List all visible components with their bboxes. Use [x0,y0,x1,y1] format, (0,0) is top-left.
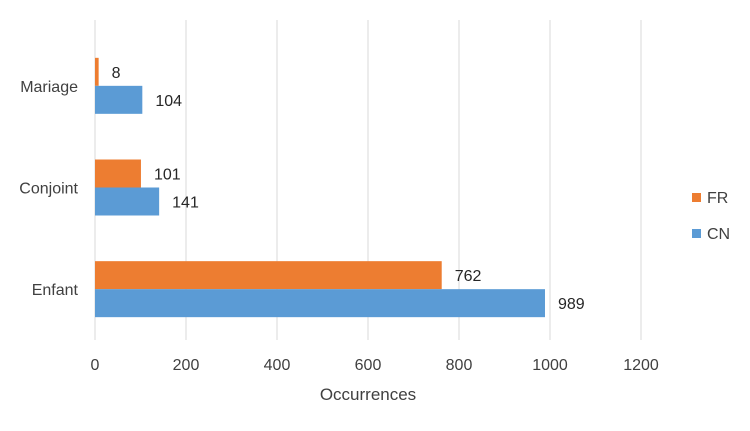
bar-fr-enfant [95,261,442,290]
bar-cn-conjoint [95,187,160,216]
legend-label-fr: FR [707,190,728,207]
x-tick-label-0: 0 [91,357,100,374]
bar-cn-mariage [95,85,143,114]
legend-label-cn: CN [707,226,730,243]
category-label-mariage: Mariage [20,79,78,96]
x-tick-label-200: 200 [173,357,200,374]
category-labels: Mariage Conjoint Enfant [19,79,78,299]
x-tick-label-600: 600 [355,357,382,374]
data-label-fr-enfant: 762 [455,268,482,285]
bar-fr-mariage [95,57,99,86]
data-label-cn-mariage: 104 [155,93,182,110]
data-label-fr-conjoint: 101 [154,167,181,184]
x-tick-label-1200: 1200 [623,357,659,374]
bar-fr-conjoint [95,159,141,188]
category-label-conjoint: Conjoint [19,181,78,198]
bar-cn-enfant [95,289,545,318]
x-tick-label-800: 800 [446,357,473,374]
data-labels: 8 104 101 141 762 989 [112,65,585,313]
bars [95,57,545,318]
x-axis-title: Occurrences [320,385,416,404]
x-tick-label-1000: 1000 [532,357,568,374]
data-label-cn-conjoint: 141 [172,195,199,212]
legend: FR CN [692,190,730,243]
category-label-enfant: Enfant [32,282,79,299]
x-tick-label-400: 400 [264,357,291,374]
legend-swatch-fr [692,193,701,202]
x-tick-labels: 0 200 400 600 800 1000 1200 [91,357,659,374]
data-label-cn-enfant: 989 [558,296,585,313]
gridlines [94,20,642,340]
data-label-fr-mariage: 8 [112,65,121,82]
legend-swatch-cn [692,229,701,238]
